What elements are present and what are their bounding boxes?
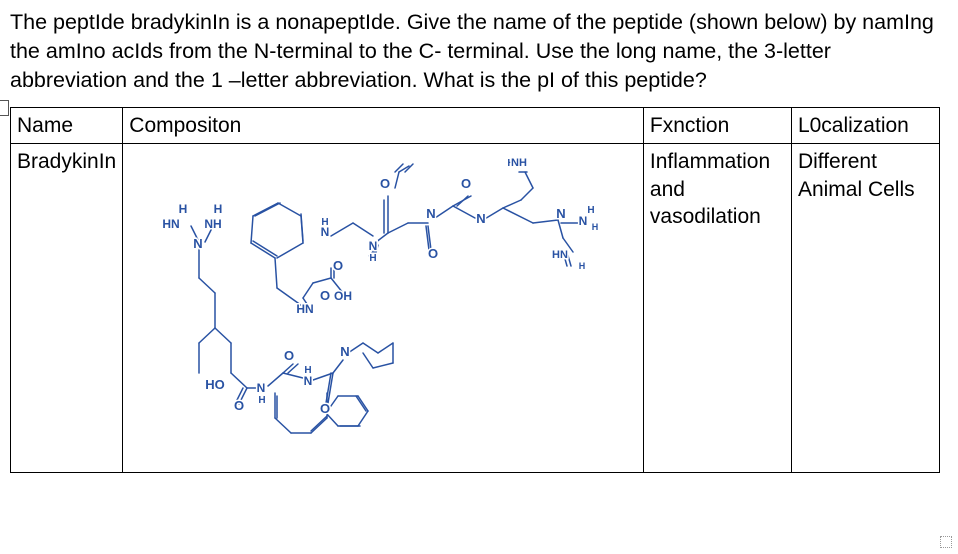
svg-text:HO: HO [205, 377, 225, 392]
svg-text:O: O [234, 398, 244, 413]
cursor-marker [0, 100, 9, 116]
table-header-row: Name Compositon Fxnction L0calization [11, 108, 940, 144]
svg-text:N: N [321, 225, 330, 239]
svg-text:NH: NH [204, 217, 221, 231]
header-composition: Compositon [123, 108, 644, 144]
svg-text:N: N [304, 374, 313, 388]
header-name: Name [11, 108, 123, 144]
cell-composition: HHHNHNHHNHNHNNHOHOOONNHHOOHHNNNNOOOOHNHN… [123, 144, 644, 473]
svg-text:N: N [257, 381, 266, 395]
svg-text:N: N [340, 344, 349, 359]
table-data-row: BradykinIn HHHNHNHHNHNHNNHOHOOONNHHOOHHN… [11, 144, 940, 473]
cell-localization: Different Animal Cells [791, 144, 939, 473]
svg-text:HN: HN [162, 217, 179, 231]
svg-text:NH: NH [511, 157, 527, 169]
svg-text:O: O [333, 258, 343, 273]
svg-text:O: O [428, 246, 438, 261]
svg-text:O: O [380, 176, 390, 191]
svg-text:H: H [258, 395, 265, 406]
resize-corner-icon [940, 536, 952, 548]
svg-text:HN: HN [296, 302, 313, 316]
svg-text:N: N [579, 214, 588, 228]
svg-text:H: H [179, 202, 188, 216]
svg-text:N: N [556, 206, 565, 221]
svg-text:O: O [461, 176, 471, 191]
svg-text:N: N [426, 206, 435, 221]
cell-name: BradykinIn [11, 144, 123, 473]
svg-text:O: O [320, 401, 330, 416]
peptide-table: Name Compositon Fxnction L0calization Br… [10, 107, 940, 473]
header-localization: L0calization [791, 108, 939, 144]
svg-text:H: H [579, 261, 586, 271]
svg-text:N: N [193, 236, 202, 251]
header-function: Fxnction [643, 108, 791, 144]
question-prompt: The peptIde bradykinIn is a nonapeptIde.… [10, 8, 940, 95]
svg-text:H: H [592, 222, 599, 232]
svg-text:H: H [369, 253, 376, 264]
svg-text:N: N [476, 211, 485, 226]
svg-text:H: H [214, 202, 223, 216]
cell-function: Inflammation and vasodilation [643, 144, 791, 473]
svg-text:O: O [320, 288, 330, 303]
molecule-structure: HHHNHNHHNHNHNNHOHOOONNHHOOHHNNNNOOOOHNHN… [143, 148, 623, 468]
svg-text:HN: HN [552, 249, 568, 261]
svg-text:O: O [284, 348, 294, 363]
svg-text:H: H [587, 205, 594, 216]
svg-text:OH: OH [334, 289, 352, 303]
svg-text:N: N [369, 239, 378, 253]
